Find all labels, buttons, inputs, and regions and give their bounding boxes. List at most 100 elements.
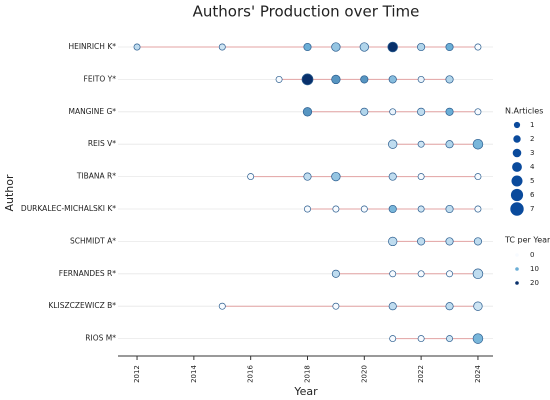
point: [360, 205, 368, 213]
point: [417, 205, 425, 213]
point: [360, 75, 369, 84]
point: [472, 333, 484, 344]
point: [474, 108, 482, 116]
point: [133, 43, 141, 51]
point: [445, 75, 454, 84]
point: [445, 237, 454, 246]
y-tick-label: FEITO Y*: [84, 74, 117, 83]
point: [474, 43, 482, 51]
x-tick-label: 2022: [417, 365, 425, 383]
point: [417, 107, 426, 116]
point: [302, 107, 313, 117]
point: [332, 302, 340, 310]
point: [388, 236, 398, 247]
point: [387, 41, 398, 53]
x-tick-label: 2016: [247, 365, 255, 383]
point: [446, 270, 453, 278]
color-legend-label: 0: [530, 251, 534, 259]
point: [389, 335, 397, 343]
color-legend-marker: [515, 267, 519, 271]
x-tick-label: 2020: [360, 365, 368, 383]
point: [445, 302, 454, 311]
size-legend-label: 3: [530, 149, 534, 157]
y-tick-label: DURKALEC-MICHALSKI K*: [21, 204, 116, 213]
size-legend-marker: [510, 202, 524, 216]
color-legend-label: 20: [530, 279, 539, 287]
point: [389, 270, 397, 278]
size-legend-marker: [513, 135, 521, 143]
point: [472, 138, 484, 150]
point: [388, 172, 397, 181]
point: [304, 205, 311, 213]
point: [331, 42, 341, 52]
color-legend-marker: [515, 281, 519, 285]
y-tick-label: TIBANA R*: [76, 172, 116, 181]
size-legend-label: 7: [530, 205, 534, 213]
size-legend-label: 6: [530, 191, 535, 199]
point: [331, 269, 340, 278]
point: [417, 335, 425, 343]
point: [388, 302, 397, 311]
size-legend-label: 2: [530, 135, 534, 143]
size-legend-title: N.Articles: [505, 107, 543, 116]
point: [473, 237, 482, 246]
point: [417, 75, 425, 83]
x-axis-label: Year: [293, 385, 318, 398]
size-legend-marker: [510, 188, 524, 202]
point: [474, 205, 482, 213]
size-legend-label: 5: [530, 177, 534, 185]
point: [218, 302, 226, 310]
point: [417, 42, 426, 52]
y-tick-label: MANGINE G*: [68, 107, 116, 116]
point: [446, 335, 453, 343]
point: [331, 171, 341, 182]
y-tick-label: SCHMIDT A*: [70, 236, 116, 245]
size-legend-marker: [512, 162, 522, 172]
point: [417, 140, 425, 148]
x-tick-label: 2018: [303, 365, 311, 383]
x-tick-label: 2012: [133, 365, 141, 383]
point: [445, 204, 454, 214]
point: [388, 75, 397, 84]
y-axis-label: Author: [3, 174, 16, 212]
point: [332, 205, 340, 213]
color-legend-label: 10: [530, 265, 539, 273]
y-tick-label: HEINRICH K*: [68, 42, 116, 51]
point: [303, 42, 312, 52]
point: [360, 107, 369, 116]
point: [474, 173, 482, 181]
point: [303, 172, 312, 181]
point: [301, 73, 314, 86]
point: [388, 139, 398, 149]
color-legend-marker: [515, 253, 519, 257]
point: [445, 107, 454, 116]
size-legend-marker: [512, 148, 522, 158]
y-tick-label: FERNANDES R*: [59, 269, 116, 278]
point: [445, 42, 454, 52]
point: [445, 140, 454, 149]
chart-title: Authors' Production over Time: [193, 3, 420, 21]
size-legend-marker: [511, 175, 523, 187]
point: [247, 173, 255, 181]
size-legend-marker: [513, 121, 521, 129]
point: [331, 74, 341, 85]
color-legend-title: TC per Year: [504, 236, 550, 245]
point: [473, 301, 483, 311]
x-tick-label: 2014: [190, 365, 198, 383]
point: [417, 270, 425, 278]
point: [472, 268, 484, 280]
point: [275, 75, 283, 83]
point: [359, 42, 369, 52]
x-tick-label: 2024: [474, 365, 482, 383]
y-tick-label: RIOS M*: [85, 334, 116, 343]
size-legend-label: 4: [530, 163, 535, 171]
point: [388, 204, 397, 214]
point: [417, 173, 425, 181]
point: [218, 43, 226, 51]
y-tick-label: KLISZCZEWICZ B*: [48, 301, 116, 310]
point: [389, 108, 397, 116]
point: [417, 237, 426, 246]
size-legend-label: 1: [530, 121, 534, 129]
y-tick-label: REIS V*: [88, 139, 116, 148]
